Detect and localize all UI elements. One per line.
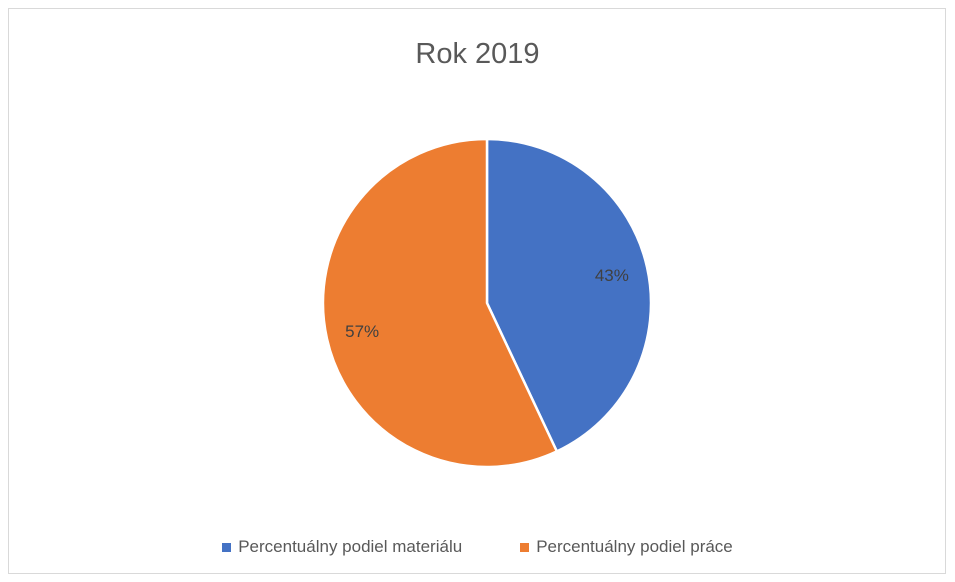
data-label-work: 57% (345, 322, 379, 341)
legend-swatch-work (520, 543, 529, 552)
legend-item-work: Percentuálny podiel práce (520, 537, 733, 557)
legend-swatch-material (222, 543, 231, 552)
pie-slices (323, 139, 651, 467)
legend: Percentuálny podiel materiálu Percentuál… (0, 537, 955, 557)
legend-item-material: Percentuálny podiel materiálu (222, 537, 462, 557)
data-label-material: 43% (595, 266, 629, 285)
legend-label-material: Percentuálny podiel materiálu (238, 537, 462, 557)
legend-label-work: Percentuálny podiel práce (536, 537, 733, 557)
